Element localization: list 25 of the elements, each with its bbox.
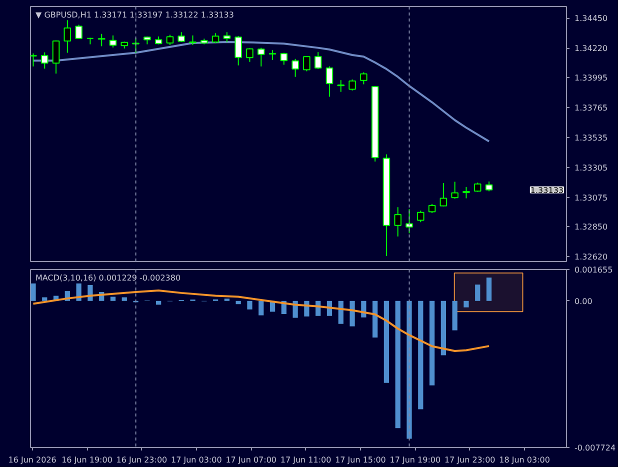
x-tick-label: 16 Jun 23:00 <box>116 456 168 464</box>
y-tick-label: 1.32620 <box>574 252 608 262</box>
x-tick-label: 17 Jun 07:00 <box>226 456 277 464</box>
y-tick-label: 1.33765 <box>574 103 608 112</box>
y-tick-label: 1.33535 <box>574 133 608 142</box>
y-tick-label: 1.33305 <box>574 163 608 172</box>
y-tick-label: 1.34450 <box>574 14 608 24</box>
x-tick-label: 16 Jun 19:00 <box>62 456 112 464</box>
y-tick-label: 1.34220 <box>574 44 608 54</box>
y-tick-label: -0.007724 <box>574 444 616 452</box>
y-tick-label: 0.00 <box>574 296 592 306</box>
x-tick-label: 16 Jun 2026 <box>8 456 56 464</box>
y-tick-label: 1.32850 <box>574 222 608 232</box>
x-tick-label: 17 Jun 23:00 <box>444 456 496 464</box>
x-tick-label: 18 Jun 03:00 <box>499 456 550 464</box>
x-tick-label: 17 Jun 15:00 <box>335 456 386 464</box>
y-tick-label: 1.33995 <box>574 74 608 83</box>
text: ▼ GBPUSD,H1 1.33171 1.33197 1.33122 1.33133 <box>36 10 234 20</box>
x-tick-label: 17 Jun 11:00 <box>280 456 332 464</box>
text: MACD(3,10,16) 0.001229 -0.002380 <box>36 274 181 282</box>
y-tick-label: 1.33075 <box>574 193 608 202</box>
x-tick-label: 17 Jun 19:00 <box>390 456 441 464</box>
annotation: 1.33133 <box>530 186 564 195</box>
y-tick-label: 0.001655 <box>574 266 613 274</box>
x-tick-label: 17 Jun 03:00 <box>170 456 222 464</box>
